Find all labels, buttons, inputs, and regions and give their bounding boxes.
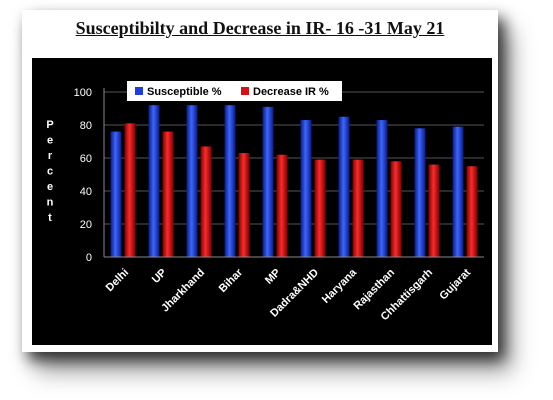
x-tick-label: Haryana bbox=[320, 266, 360, 306]
bar-decrease bbox=[390, 161, 402, 257]
bar-decrease bbox=[466, 166, 478, 257]
y-axis-label-letter: r bbox=[48, 150, 53, 162]
bar-susceptible bbox=[376, 120, 388, 257]
y-axis-label-letter: t bbox=[48, 212, 52, 224]
bar-decrease bbox=[124, 123, 136, 257]
bar-susceptible bbox=[338, 116, 350, 257]
bar-susceptible bbox=[148, 105, 160, 257]
bar-decrease bbox=[238, 153, 250, 257]
bar-decrease bbox=[200, 146, 212, 257]
y-axis-label-letter: e bbox=[47, 135, 53, 147]
x-tick-label: Bihar bbox=[217, 266, 246, 295]
legend-box bbox=[127, 81, 342, 101]
y-tick-label: 20 bbox=[80, 219, 92, 231]
bar-decrease bbox=[428, 164, 440, 257]
bar-susceptible bbox=[224, 105, 236, 257]
x-tick-label: Delhi bbox=[104, 267, 132, 295]
x-tick-label: MP bbox=[263, 267, 283, 287]
bar-susceptible bbox=[452, 126, 464, 258]
y-axis-label-letter: e bbox=[47, 181, 53, 193]
bar-susceptible bbox=[414, 128, 426, 257]
y-axis-label-letter: n bbox=[47, 197, 54, 209]
bar-susceptible bbox=[186, 105, 198, 257]
y-tick-label: 40 bbox=[80, 186, 92, 198]
slide: Susceptibilty and Decrease in IR- 16 -31… bbox=[22, 10, 498, 352]
bar-susceptible bbox=[110, 131, 122, 257]
y-axis-label-letter: c bbox=[47, 166, 53, 178]
bar-decrease bbox=[162, 131, 174, 257]
legend-swatch-susceptible bbox=[135, 87, 143, 95]
y-axis-label-letter: P bbox=[46, 119, 53, 131]
y-tick-label: 80 bbox=[80, 120, 92, 132]
bar-decrease bbox=[352, 159, 364, 257]
legend-label-decrease: Decrease IR % bbox=[253, 86, 329, 98]
bar-susceptible bbox=[300, 120, 312, 257]
x-tick-label: Gujarat bbox=[437, 266, 473, 302]
legend-swatch-decrease bbox=[241, 87, 249, 95]
y-tick-label: 100 bbox=[74, 87, 92, 99]
y-tick-label: 60 bbox=[80, 153, 92, 165]
legend-label-susceptible: Susceptible % bbox=[147, 86, 222, 98]
bar-decrease bbox=[276, 154, 288, 257]
bar-susceptible bbox=[262, 106, 274, 257]
chart-title: Susceptibilty and Decrease in IR- 16 -31… bbox=[75, 18, 445, 38]
x-tick-label: UP bbox=[150, 267, 169, 286]
y-tick-label: 0 bbox=[86, 252, 92, 264]
bar-decrease bbox=[314, 159, 326, 257]
legend: Susceptible % Decrease IR % bbox=[127, 81, 342, 101]
